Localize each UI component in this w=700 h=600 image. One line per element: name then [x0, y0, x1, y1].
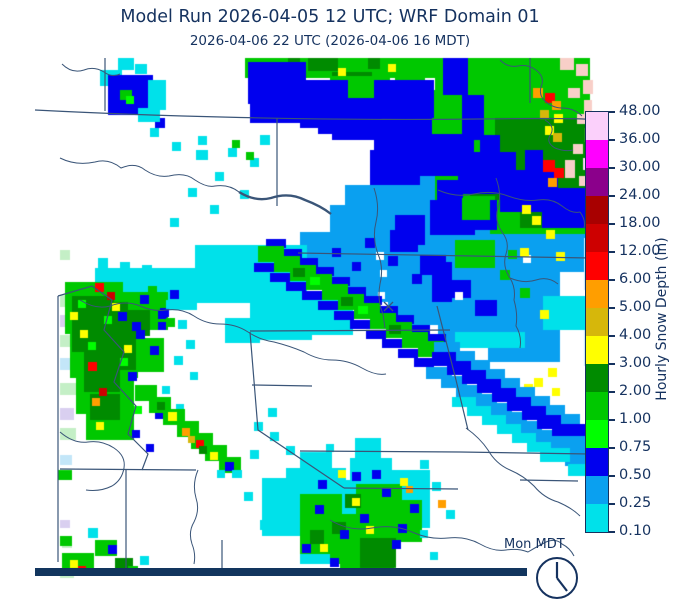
colorbar-segment	[586, 112, 608, 141]
colorbar-tick	[609, 279, 615, 281]
colorbar-segment	[586, 252, 608, 281]
day-label: Mon MDT	[504, 537, 565, 552]
colorbar-segment	[586, 504, 608, 533]
colorbar-segment	[586, 140, 608, 169]
colorbar-segment	[586, 336, 608, 365]
colorbar-axis-label: Hourly Snow Depth (in)	[654, 237, 670, 401]
colorbar-tick-label: 24.00	[619, 187, 661, 203]
colorbar-segment	[586, 280, 608, 309]
colorbar-segment	[586, 392, 608, 421]
colorbar-segment	[586, 420, 608, 449]
colorbar-segment	[586, 448, 608, 477]
day-progress-bar	[35, 568, 527, 576]
colorbar-segment	[586, 168, 608, 197]
colorbar-tick	[609, 111, 615, 113]
page-title: Model Run 2026-04-05 12 UTC; WRF Domain …	[120, 7, 540, 27]
colorbar	[586, 112, 608, 533]
colorbar-tick-label: 0.75	[619, 439, 652, 455]
colorbar-segment	[586, 308, 608, 337]
colorbar-tick	[609, 447, 615, 449]
colorbar-tick	[609, 503, 615, 505]
colorbar-tick-label: 4.00	[619, 327, 652, 343]
colorbar-tick-label: 0.10	[619, 523, 652, 539]
clock-icon	[536, 557, 578, 599]
colorbar-tick	[609, 307, 615, 309]
colorbar-tick-label: 36.00	[619, 131, 661, 147]
colorbar-tick	[609, 391, 615, 393]
colorbar-tick	[609, 419, 615, 421]
colorbar-tick	[609, 335, 615, 337]
colorbar-segment	[586, 364, 608, 393]
colorbar-tick	[609, 251, 615, 253]
colorbar-tick	[609, 139, 615, 141]
page-subtitle: 2026-04-06 22 UTC (2026-04-06 16 MDT)	[189, 33, 471, 49]
colorbar-tick-label: 6.00	[619, 271, 652, 287]
colorbar-segment	[586, 224, 608, 253]
colorbar-tick-label: 18.00	[619, 215, 661, 231]
colorbar-tick	[609, 475, 615, 477]
colorbar-tick	[609, 223, 615, 225]
colorbar-tick-label: 30.00	[619, 159, 661, 175]
colorbar-tick-label: 12.00	[619, 243, 661, 259]
colorbar-tick-label: 1.00	[619, 411, 652, 427]
colorbar-outline	[585, 111, 609, 533]
colorbar-tick-label: 3.00	[619, 355, 652, 371]
colorbar-tick	[609, 167, 615, 169]
colorbar-tick-label: 48.00	[619, 103, 661, 119]
colorbar-tick-label: 2.00	[619, 383, 652, 399]
colorbar-tick-label: 0.25	[619, 495, 652, 511]
colorbar-segment	[586, 196, 608, 225]
colorbar-tick	[609, 531, 615, 533]
colorbar-tick-label: 0.50	[619, 467, 652, 483]
colorbar-tick	[609, 363, 615, 365]
colorbar-tick-label: 5.00	[619, 299, 652, 315]
colorbar-segment	[586, 476, 608, 505]
colorbar-tick	[609, 195, 615, 197]
